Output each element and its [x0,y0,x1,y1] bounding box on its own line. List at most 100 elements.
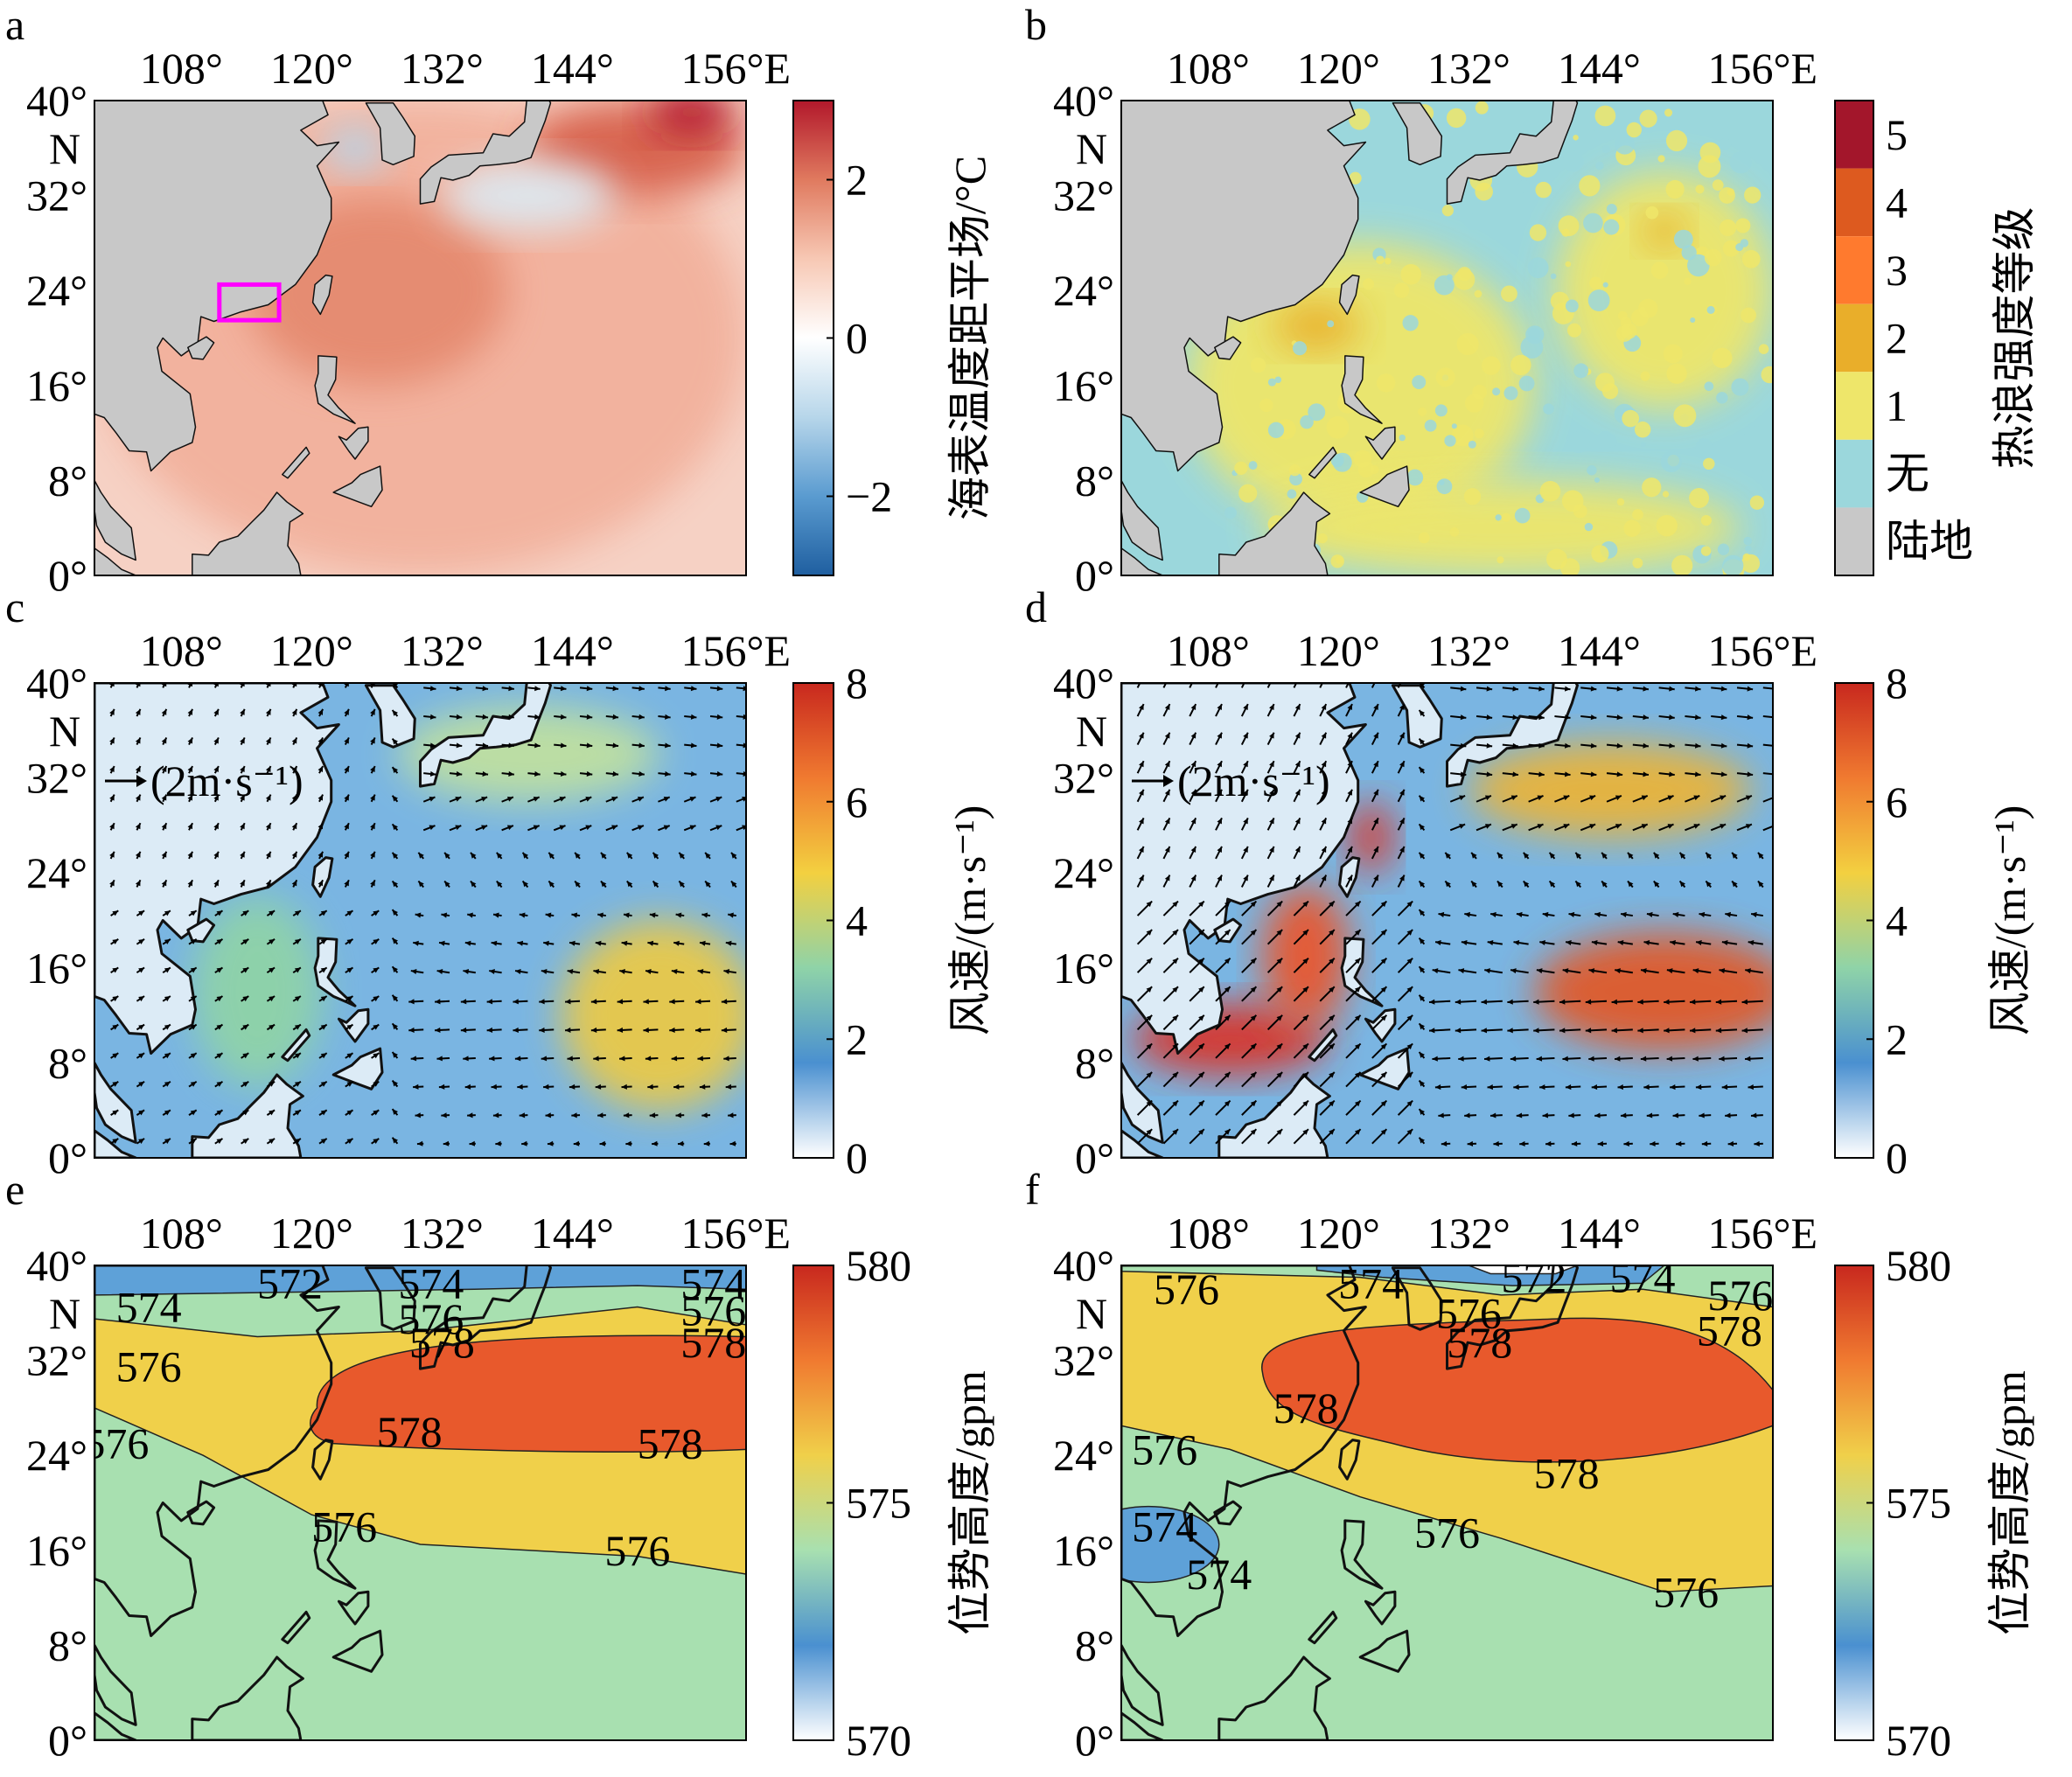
wind-vector-head [567,1056,573,1062]
colorbar-tick-label: 575 [846,1479,911,1528]
wind-vector-head [1294,704,1301,711]
y-tick-label: 8° [1075,456,1114,505]
wind-vector-head [429,686,436,692]
wind-vector-head [1575,852,1581,859]
wind-vector-head [408,1027,415,1033]
wind-vector-head [392,881,398,888]
wind-vector-head [320,967,327,973]
wind-vector-head [1533,999,1539,1005]
wind-vector-head [190,1110,197,1116]
wind-vector-head [1347,818,1353,825]
wind-vector-head [216,1081,223,1087]
wind-vector-head [517,1084,523,1090]
wind-vector-head [559,825,566,831]
wind-vector-head [320,1110,327,1116]
wind-vector-head [1419,1051,1425,1058]
wind-vector-head [1172,958,1178,965]
wind-vector-head [138,1024,145,1030]
field-speckle [1464,213,1481,231]
wind-vector-head [1617,940,1624,946]
wind-vector-head [565,999,571,1005]
y-tick-label: 32° [26,1336,87,1385]
wind-vector-head [1217,875,1223,882]
field-speckle [1327,320,1335,328]
wind-vector-head [1190,818,1196,825]
field-speckle [1690,317,1696,324]
wind-vector-head [569,1084,576,1090]
wind-vector-head [1190,875,1196,882]
wind-vector-head [513,1027,519,1033]
wind-vector-head [1670,1084,1676,1091]
wind-vector-head [463,968,470,975]
field-speckle [1665,179,1685,199]
wind-vector-head [1139,789,1144,796]
wind-vector-head [1484,1056,1490,1062]
y-tick-label: 8° [48,1620,87,1669]
wind-vector [736,743,746,747]
wind-vector-head [1591,1084,1598,1091]
field-speckle [1758,344,1769,354]
wind-vector-head [1406,1129,1413,1135]
wind-vector-head [1406,901,1413,908]
wind-vector [1762,772,1773,776]
wind-vector-head [1692,968,1699,974]
wind-vector-head [1467,1140,1474,1146]
wind-vector-head [190,967,197,973]
wind-vector-head [109,880,115,887]
wind-vector-head [1692,1056,1699,1062]
wind-vector-head [1537,824,1544,829]
wind-vector-head [1302,1014,1308,1021]
field-speckle [1393,282,1410,298]
wind-vector-head [700,940,706,946]
wind-vector-head [1191,675,1196,681]
wind-vector-head [1347,675,1352,681]
field-speckle [1695,185,1705,194]
wind-vector-head [240,880,245,887]
wind-vector-head [1217,761,1223,768]
wind-vector-head [190,910,197,916]
field-speed [398,707,659,802]
wind-vector-head [467,1112,473,1118]
wind-vector-head [1620,1112,1627,1118]
wind-vector-head [1139,704,1144,711]
y-tick-label: 8° [48,456,87,505]
y-tick-label: 40° [1053,76,1114,125]
wind-vector-head [1715,1028,1722,1034]
wind-vector-head [1721,1084,1728,1091]
colorbar-label: 位势高度/gpm [1985,1370,2034,1635]
wind-vector-head [1481,999,1488,1005]
x-tick-label: 156°E [681,1209,792,1258]
x-tick-label: 156°E [681,626,792,675]
wind-vector-head [1354,1043,1361,1050]
wind-vector-head [545,912,552,918]
wind-vector-head [1720,771,1727,777]
land-1 [1121,479,1163,561]
wind-vector-head [1321,818,1327,825]
field-speckle [1615,134,1636,155]
wind-vector-head [716,686,723,692]
wind-vector-head [190,938,197,944]
wind-vector-head [1445,852,1451,859]
wind-vector-head [519,912,526,918]
y-tick-label: 8° [48,1038,87,1087]
wind-vector-head [1720,742,1727,749]
y-tick-label: 32° [26,754,87,803]
wind-vector-head [435,999,441,1005]
wind-vector-head [534,742,541,749]
field-speckle [1616,498,1625,506]
wind-vector-head [317,737,324,744]
wind-vector-head [438,1084,445,1090]
wind-vector-head [1198,1072,1204,1078]
wind-vector-head [1615,824,1622,829]
wind-vector-head [392,738,398,745]
field-speckle [1463,488,1482,505]
field-speckle [1617,310,1628,321]
wind-vector-head [1455,999,1462,1005]
wind-vector-head [695,999,701,1005]
wind-vector-head [1653,881,1660,888]
wind-vector-head [1419,1109,1425,1115]
wind-vector-head [294,938,301,944]
x-tick-label: 144° [1558,44,1641,93]
wind-vector-head [1294,732,1301,739]
